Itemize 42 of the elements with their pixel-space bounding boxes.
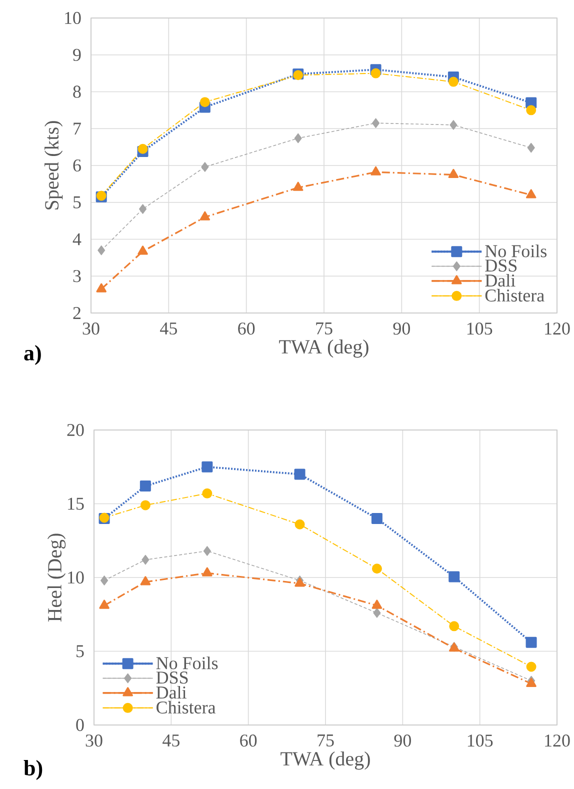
y-axis-title: Speed (kts) [44, 121, 63, 210]
legend-label: Dali [485, 274, 516, 287]
legend-label: DSS [156, 672, 188, 684]
y-tick-label: 9 [73, 48, 81, 61]
x-tick-label: 90 [394, 734, 411, 747]
y-tick-label: 0 [76, 718, 84, 732]
y-tick-label: 7 [74, 122, 81, 135]
x-tick-label: 45 [162, 734, 180, 747]
y-tick-label: 10 [68, 571, 84, 584]
x-tick-label: 30 [86, 734, 102, 747]
x-tick-label: 45 [160, 322, 177, 335]
legend-label: Chistera [156, 700, 216, 714]
x-tick-label: 75 [316, 322, 332, 334]
legend-label: No Foils [156, 656, 218, 670]
legend-label: DSS [485, 260, 517, 272]
y-axis-title: Heel (Deg) [47, 534, 66, 622]
y-tick-label: 5 [76, 645, 84, 658]
x-tick-label: 60 [240, 734, 257, 747]
x-tick-label: 90 [393, 322, 410, 335]
x-tick-label: 75 [318, 734, 334, 746]
x-tick-label: 105 [467, 322, 492, 335]
y-tick-label: 3 [73, 270, 81, 282]
y-tick-label: 10 [65, 12, 81, 24]
text: a) [24, 345, 41, 365]
y-tick-label: 4 [72, 233, 82, 246]
y-tick-label: 5 [74, 196, 81, 208]
x-axis-title: TWA (deg) [279, 340, 368, 358]
y-tick-label: 2 [73, 307, 80, 319]
text: b) [24, 760, 42, 780]
x-tick-label: 60 [238, 322, 255, 335]
y-tick-label: 8 [73, 86, 81, 98]
y-tick-label: 6 [73, 159, 81, 172]
x-tick-label: 105 [468, 734, 493, 747]
legend-label: Dali [156, 686, 186, 699]
legend-label: Chistera [485, 288, 544, 302]
legend-label: No Foils [485, 244, 547, 258]
x-tick-label: 120 [545, 322, 570, 335]
x-axis-title: TWA (deg) [280, 752, 370, 770]
x-tick-label: 120 [545, 734, 570, 747]
x-tick-label: 30 [82, 322, 100, 335]
y-tick-label: 15 [68, 498, 84, 510]
y-tick-label: 20 [67, 424, 84, 436]
